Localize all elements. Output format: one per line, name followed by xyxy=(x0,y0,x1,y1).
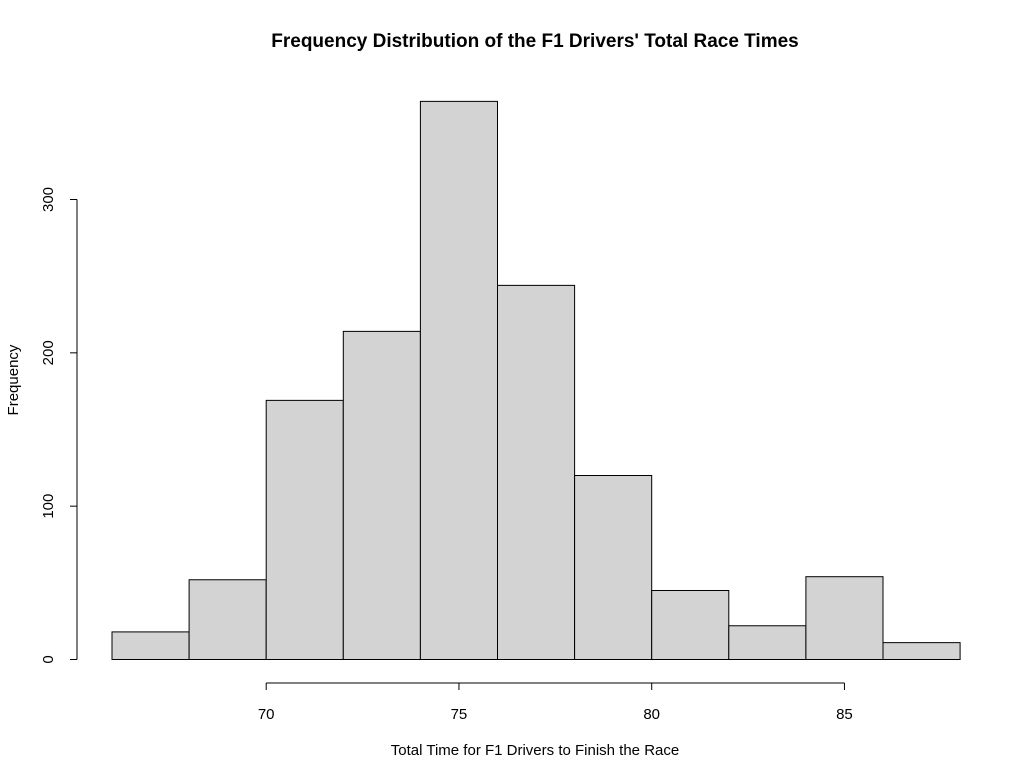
x-tick-label-85: 85 xyxy=(836,706,853,723)
x-axis: 70 75 80 85 xyxy=(258,682,853,723)
bar-84-86 xyxy=(805,576,884,660)
y-tick-label-100: 100 xyxy=(40,494,57,519)
y-tick-label-0: 0 xyxy=(40,655,57,663)
bar-66-68 xyxy=(111,631,190,660)
bar-86-88 xyxy=(882,642,961,661)
x-tick-label-80: 80 xyxy=(643,706,660,723)
bar-76-78 xyxy=(497,284,576,660)
y-tick-label-300: 300 xyxy=(40,187,57,212)
bar-74-76 xyxy=(419,100,498,661)
x-tick-label-70: 70 xyxy=(258,706,275,723)
bar-72-74 xyxy=(342,330,421,660)
bar-82-84 xyxy=(728,625,807,660)
bars-group xyxy=(111,100,961,661)
y-axis: 0 100 200 300 xyxy=(40,187,78,664)
chart-title: Frequency Distribution of the F1 Drivers… xyxy=(271,31,799,52)
y-tick-label-200: 200 xyxy=(40,340,57,365)
bar-68-70 xyxy=(188,579,267,660)
x-axis-label: Total Time for F1 Drivers to Finish the … xyxy=(391,742,679,759)
y-axis-label: Frequency xyxy=(5,344,22,415)
bar-80-82 xyxy=(651,590,730,661)
bar-78-80 xyxy=(574,475,653,660)
x-tick-label-75: 75 xyxy=(451,706,468,723)
bar-70-72 xyxy=(265,399,344,660)
